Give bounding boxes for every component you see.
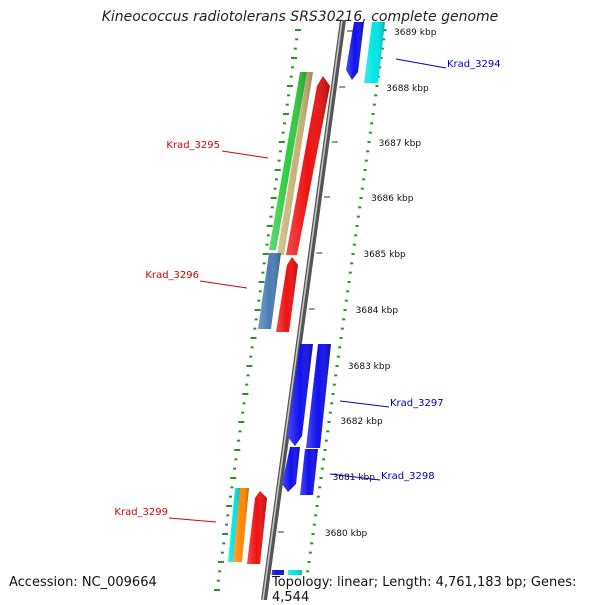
left-track-border (214, 29, 301, 591)
gene-krad-3294-cds (346, 22, 364, 80)
gene-label-text: Krad_3298 (381, 471, 435, 482)
gene-label-krad-3299: Krad_3299 (114, 507, 217, 523)
gene-krad-3298-cds-a (282, 447, 300, 492)
gene-krad-3299-cds (247, 491, 267, 564)
gene-label-krad-3297: Krad_3297 (339, 398, 444, 409)
backbone-highlight (262, 19, 343, 600)
gene-label-krad-3298: Krad_3298 (329, 471, 435, 482)
feature-green (269, 72, 307, 250)
gene-label-text: Krad_3294 (447, 59, 501, 70)
gene-labels: Krad_3294 Krad_3295 Krad_3296 Krad_3297 Krad… (114, 58, 501, 523)
scale-tick-label: 3688 kbp (386, 84, 429, 94)
backbone-line (261, 19, 346, 600)
scale-tick-label: 3683 kbp (348, 362, 391, 372)
scale-tick-label: 3686 kbp (371, 194, 414, 204)
gene-label-krad-3296: Krad_3296 (145, 270, 248, 289)
genome-summary: Topology: linear; Length: 4,761,183 bp; … (270, 575, 600, 605)
accession-text: Accession: NC_009664 (9, 575, 159, 590)
gene-krad-3298-cds-b (300, 449, 318, 495)
gene-label-text: Krad_3299 (114, 507, 168, 518)
gene-label-krad-3294: Krad_3294 (395, 58, 501, 70)
scale-tick-label: 3685 kbp (363, 250, 406, 260)
gene-krad-3295-cds (286, 76, 330, 255)
scale-tick-label: 3682 kbp (340, 417, 383, 427)
gene-krad-3297-cds-b (306, 344, 331, 448)
gene-label-text: Krad_3296 (145, 270, 199, 281)
gene-label-text: Krad_3295 (166, 140, 220, 151)
scale-tick-label: 3681 kbp (333, 473, 376, 483)
gene-krad-3297-cds-a (287, 344, 313, 446)
gene-krad-3296-cds (276, 257, 298, 332)
map-title: Kineococcus radiotolerans SRS30216, comp… (101, 9, 499, 25)
feature-tracks (228, 22, 385, 600)
scale-tick-label: 3689 kbp (394, 28, 437, 38)
feature-orange (233, 488, 249, 562)
feature-tan (277, 72, 313, 255)
backbone (261, 19, 346, 600)
feature-steelblue (258, 253, 281, 329)
scale-tick-label: 3684 kbp (356, 306, 399, 316)
feature-cyan (228, 488, 240, 562)
scale-tick-label: 3680 kbp (325, 529, 368, 539)
scale-tick-label: 3687 kbp (379, 139, 422, 149)
gene-label-krad-3295: Krad_3295 (166, 140, 269, 159)
gene-krad-3294-feature (364, 22, 385, 83)
scale-ticks: 3689 kbp 3688 kbp 3687 kbp 3686 kbp 3685 kbp… (277, 28, 437, 539)
gene-label-text: Krad_3297 (390, 398, 444, 409)
